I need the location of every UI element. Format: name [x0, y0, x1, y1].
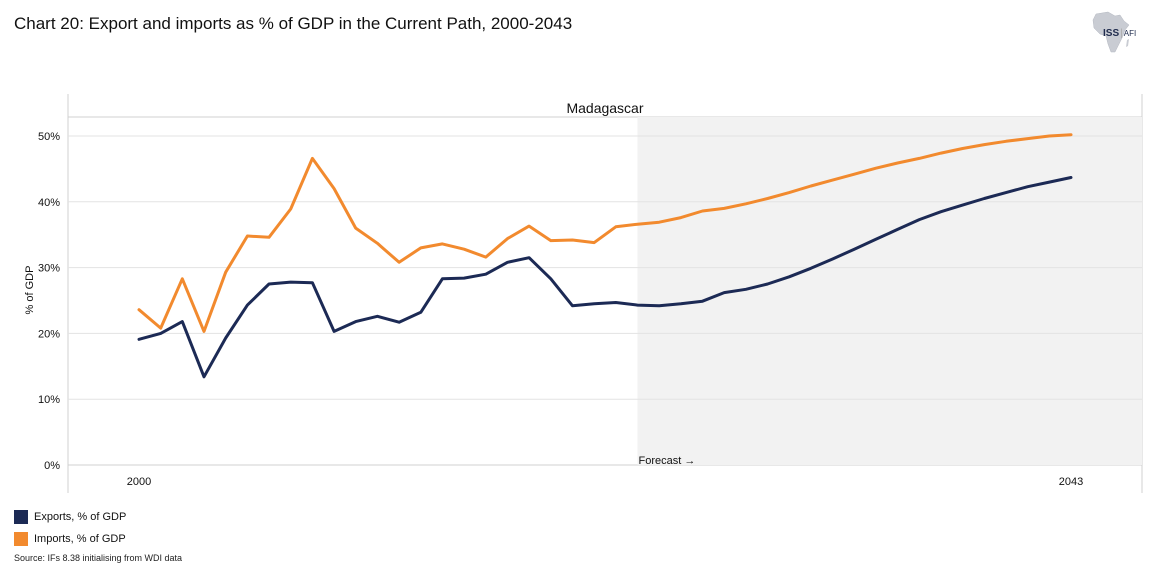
africa-map-icon [1092, 11, 1130, 53]
y-tick-label: 20% [38, 328, 60, 340]
series-line-exports [137, 176, 1073, 379]
series-lines [137, 133, 1073, 379]
legend-item-imports: Imports, % of GDP [14, 529, 126, 548]
series-line-imports [137, 133, 1073, 333]
legend-swatch-exports [14, 509, 28, 524]
legend: Exports, % of GDP Imports, % of GDP [14, 507, 126, 551]
legend-item-exports: Exports, % of GDP [14, 507, 126, 526]
logo-separator: | [1120, 28, 1123, 39]
logo-sub: AFI [1123, 29, 1137, 38]
legend-swatch-imports [14, 531, 28, 546]
y-tick-label: 30% [38, 263, 60, 275]
y-tick-label: 40% [38, 197, 60, 209]
source-note: Source: IFs 8.38 initialising from WDI d… [14, 553, 183, 563]
y-axis-ticks: 0% 10% 20% 30% 40% 50% [38, 131, 60, 472]
chart-title: Chart 20: Export and imports as % of GDP… [14, 14, 573, 33]
forecast-shading [637, 117, 1142, 465]
y-tick-label: 10% [38, 394, 60, 406]
panel-title: Madagascar [566, 100, 643, 116]
y-axis-label: % of GDP [24, 266, 36, 315]
x-axis-ticks: 2000 2043 [127, 476, 1083, 488]
legend-label-imports: Imports, % of GDP [34, 532, 126, 545]
logo-main: ISS [1103, 28, 1120, 39]
africa-silhouette [1092, 11, 1130, 53]
madagascar-silhouette [1126, 39, 1129, 47]
legend-label-exports: Exports, % of GDP [34, 510, 127, 523]
logo-text: ISS|AFI [1103, 28, 1136, 39]
x-tick-label: 2000 [127, 476, 151, 488]
y-tick-label: 50% [38, 131, 60, 143]
y-tick-label: 0% [44, 460, 60, 472]
x-tick-label: 2043 [1059, 476, 1083, 488]
forecast-label: Forecast → [639, 455, 696, 467]
gridlines [68, 135, 1142, 400]
